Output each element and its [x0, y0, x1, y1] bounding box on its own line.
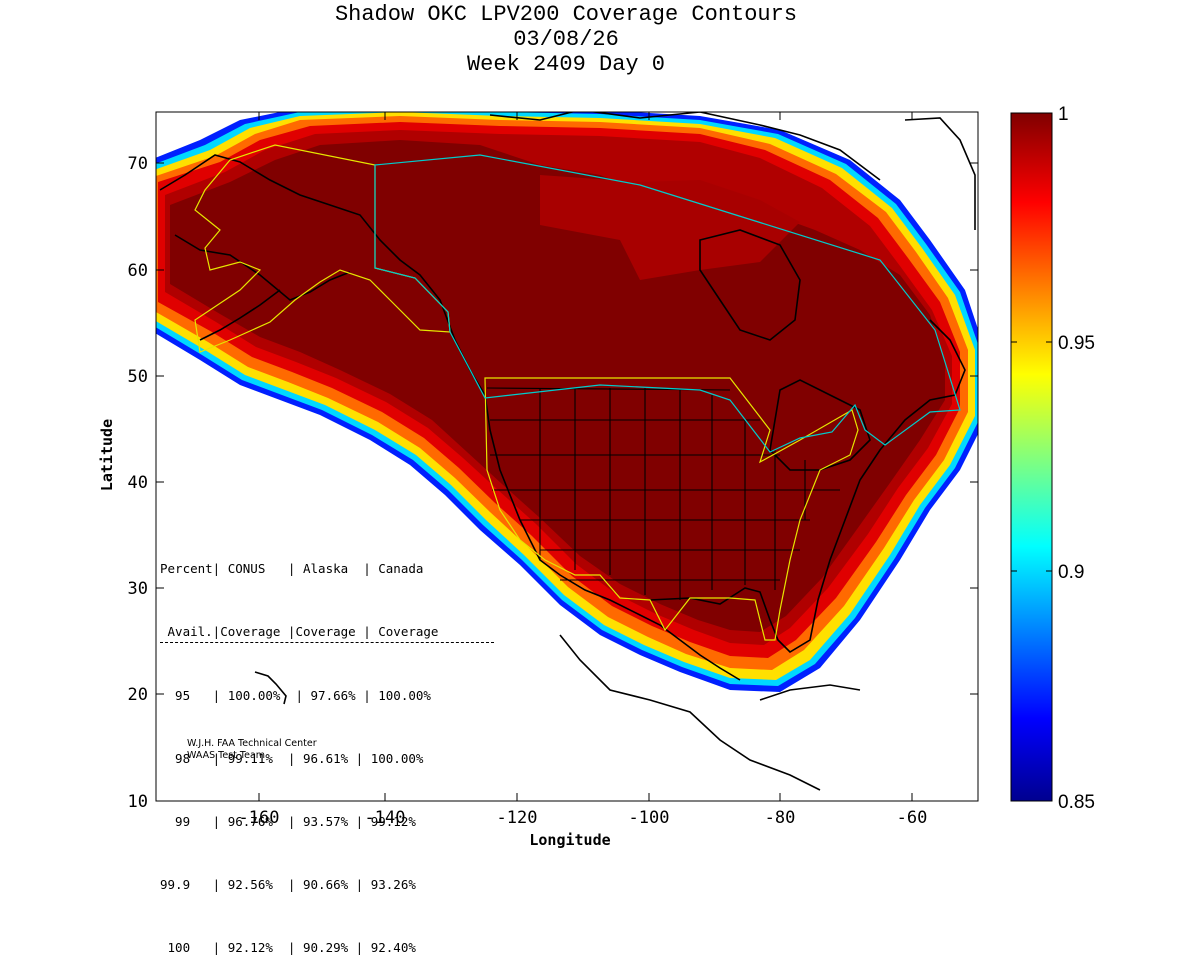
- chart-date: 03/08/26: [513, 27, 619, 52]
- contour-dark-red-patch: [540, 175, 800, 280]
- stats-row: 100 | 92.12% | 90.29% | 92.40%: [160, 940, 416, 955]
- x-tick-label: -140: [365, 808, 406, 828]
- x-tick-label: -80: [765, 808, 796, 828]
- colorbar-tick-label: 0.9: [1058, 562, 1084, 583]
- y-tick-label: 50: [128, 367, 148, 387]
- x-tick-label: -120: [497, 808, 538, 828]
- y-tick-label: 10: [128, 792, 148, 812]
- plot-frame: [155, 111, 979, 802]
- coverage-contours: [156, 112, 978, 791]
- x-axis: [258, 112, 913, 801]
- stats-header-row: Avail.|Coverage |Coverage | Coverage: [160, 621, 494, 643]
- state-borders: [486, 387, 840, 600]
- stats-row: 99 | 96.76% | 93.57% | 99.12%: [160, 814, 416, 829]
- chart-title: Shadow OKC LPV200 Coverage Contours: [334, 2, 798, 27]
- coverage-map: -160 -140 -120 -100 -80 -60 10 20 30 40 …: [98, 104, 1095, 849]
- credit-line: W.J.H. FAA Technical Center: [187, 738, 317, 749]
- credit-line: WAAS Test Team: [187, 750, 266, 761]
- y-tick-label: 70: [128, 154, 148, 174]
- stats-row: 95 | 100.00% | 97.66% | 100.00%: [160, 688, 431, 703]
- colorbar-tick-label: 0.85: [1058, 792, 1095, 813]
- colorbar-tick-label: 1: [1058, 104, 1069, 125]
- y-tick-label: 30: [128, 579, 148, 599]
- service-boundaries: [194, 144, 961, 641]
- y-tick-label: 20: [128, 685, 148, 705]
- credit-note: W.J.H. FAA Technical Center WAAS Test Te…: [187, 738, 317, 762]
- colorbar-tick-label: 0.95: [1058, 333, 1095, 354]
- x-tick-label: -160: [239, 808, 280, 828]
- colorbar-ticks: [1011, 341, 1052, 572]
- y-axis-label: Latitude: [98, 419, 116, 491]
- x-axis-label: Longitude: [529, 831, 610, 849]
- stats-row: 99.9 | 92.56% | 90.66% | 93.26%: [160, 877, 416, 892]
- stats-row: 98 | 99.11% | 96.61% | 100.00%: [160, 751, 424, 766]
- x-tick-label: -60: [897, 808, 928, 828]
- stats-header-row: Percent| CONUS | Alaska | Canada: [160, 561, 424, 576]
- y-axis: [156, 162, 978, 802]
- chart-week: Week 2409 Day 0: [466, 52, 666, 77]
- x-tick-label: -100: [629, 808, 670, 828]
- coastlines: [159, 112, 976, 791]
- y-tick-label: 40: [128, 473, 148, 493]
- y-tick-label: 60: [128, 261, 148, 281]
- colorbar: [1010, 112, 1053, 802]
